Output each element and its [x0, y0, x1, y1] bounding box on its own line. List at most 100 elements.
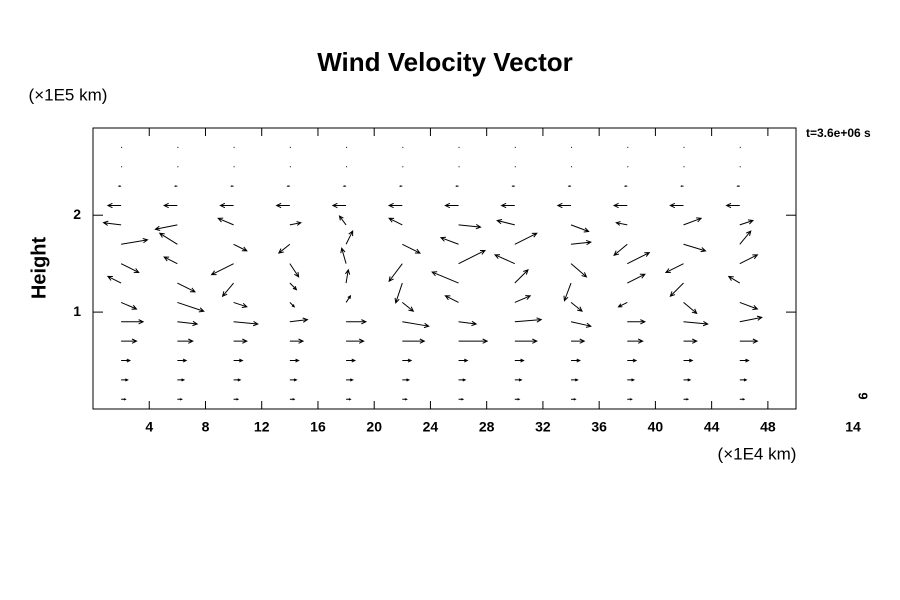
vector-arrow: [627, 378, 636, 382]
vector-arrow: [289, 263, 300, 278]
vector-arrow: [345, 294, 352, 303]
vector-arrow: [388, 263, 403, 283]
vector-arrow: [739, 301, 759, 310]
x-tick-label: 40: [648, 419, 664, 435]
vector-arrow: [514, 358, 525, 363]
vector-arrow: [514, 398, 521, 401]
y-axis-label: Height: [28, 237, 50, 300]
vector-arrow: [177, 320, 199, 327]
vector-arrow: [106, 202, 122, 209]
vector-arrow: [500, 202, 515, 209]
vector-arrow: [725, 202, 740, 209]
vector-arrow: [177, 358, 188, 363]
vector-arrow: [163, 256, 178, 265]
vector-arrow: [289, 282, 298, 291]
vector-arrow: [342, 185, 347, 187]
vector-arrow: [402, 398, 408, 401]
vector-arrow: [739, 338, 759, 344]
vector-arrow: [458, 224, 482, 230]
vector-arrow: [571, 378, 579, 382]
vector-arrow: [493, 254, 516, 265]
vector-arrow: [289, 398, 296, 401]
vector-arrow: [627, 338, 644, 344]
vector-arrow: [233, 243, 248, 252]
vector-arrow: [455, 185, 459, 187]
vector-arrow: [458, 249, 486, 265]
vector-arrow: [739, 358, 750, 363]
vector-arrow: [402, 243, 421, 254]
vector-arrow: [120, 301, 138, 310]
vector-arrow: [458, 398, 465, 401]
vector-arrow: [233, 320, 259, 327]
vector-arrow: [739, 230, 752, 245]
vector-arrow: [233, 301, 248, 308]
vector-arrow: [627, 398, 633, 401]
vector-arrow: [669, 202, 684, 209]
vector-arrow: [117, 185, 122, 187]
vector-arrow: [120, 263, 140, 273]
vector-arrow: [571, 398, 577, 401]
vector-arrow: [570, 239, 592, 246]
vector-arrow: [121, 319, 145, 325]
vector-arrow: [289, 317, 309, 323]
y-unit: (×1E5 km): [29, 85, 108, 104]
x-tick-label: 48: [760, 419, 776, 435]
vector-arrow: [514, 378, 523, 382]
x-tick-label: 12: [254, 419, 270, 435]
vector-arrow: [439, 236, 459, 245]
vector-arrow: [210, 263, 234, 276]
vector-arrow: [514, 338, 538, 344]
x-tick-label: 24: [423, 419, 439, 435]
vector-arrow: [612, 202, 628, 209]
vector-arrow: [289, 378, 298, 382]
x-tick-label: 32: [535, 419, 551, 435]
x-unit: (×1E4 km): [718, 444, 797, 463]
vector-arrow: [344, 268, 351, 284]
vector-arrow: [458, 338, 489, 344]
vector-arrow: [514, 232, 538, 245]
vector-arrow: [739, 378, 748, 382]
time-annotation: t=3.6e+06 s: [806, 126, 871, 140]
vector-arrow: [627, 273, 646, 284]
vector-arrow: [458, 358, 469, 363]
vector-arrow: [444, 202, 459, 209]
vector-arrow: [669, 282, 684, 298]
vector-arrow: [514, 317, 543, 323]
vector-arrow: [402, 358, 413, 363]
vector-arrow: [514, 295, 532, 303]
vector-arrow: [217, 217, 234, 226]
vector-arrow: [739, 219, 755, 226]
vector-arrow: [275, 202, 290, 209]
vector-arrow: [394, 282, 403, 304]
vector-arrow: [458, 378, 467, 382]
vector-arrow: [431, 271, 459, 284]
vector-arrow: [739, 315, 763, 323]
vector-arrow: [289, 338, 305, 344]
chart-title: Wind Velocity Vector: [317, 47, 573, 77]
vector-arrow: [570, 263, 588, 278]
vector-arrow: [121, 338, 138, 344]
x-tick-label: 44: [704, 419, 720, 435]
vector-arrow: [338, 215, 347, 226]
vector-arrow: [121, 398, 127, 401]
vector-arrow: [556, 202, 572, 209]
vector-arrow: [174, 185, 178, 187]
vector-arrow: [102, 220, 122, 226]
vector-arrow: [286, 185, 290, 187]
vector-arrow: [739, 254, 759, 265]
vector-arrow: [233, 358, 244, 363]
vector-arrow: [458, 320, 478, 327]
vector-arrow: [289, 302, 296, 308]
vector-arrow: [402, 378, 411, 382]
x-tick-label: 28: [479, 419, 495, 435]
vector-arrow: [623, 185, 628, 187]
vector-arrow: [571, 338, 586, 344]
vector-arrow: [233, 338, 248, 344]
vector-arrow: [627, 319, 647, 325]
vector-arrow: [346, 338, 365, 344]
vector-arrow: [615, 221, 628, 226]
vector-arrow: [736, 185, 740, 187]
vector-arrow: [177, 378, 186, 382]
vector-arrow: [683, 302, 698, 315]
